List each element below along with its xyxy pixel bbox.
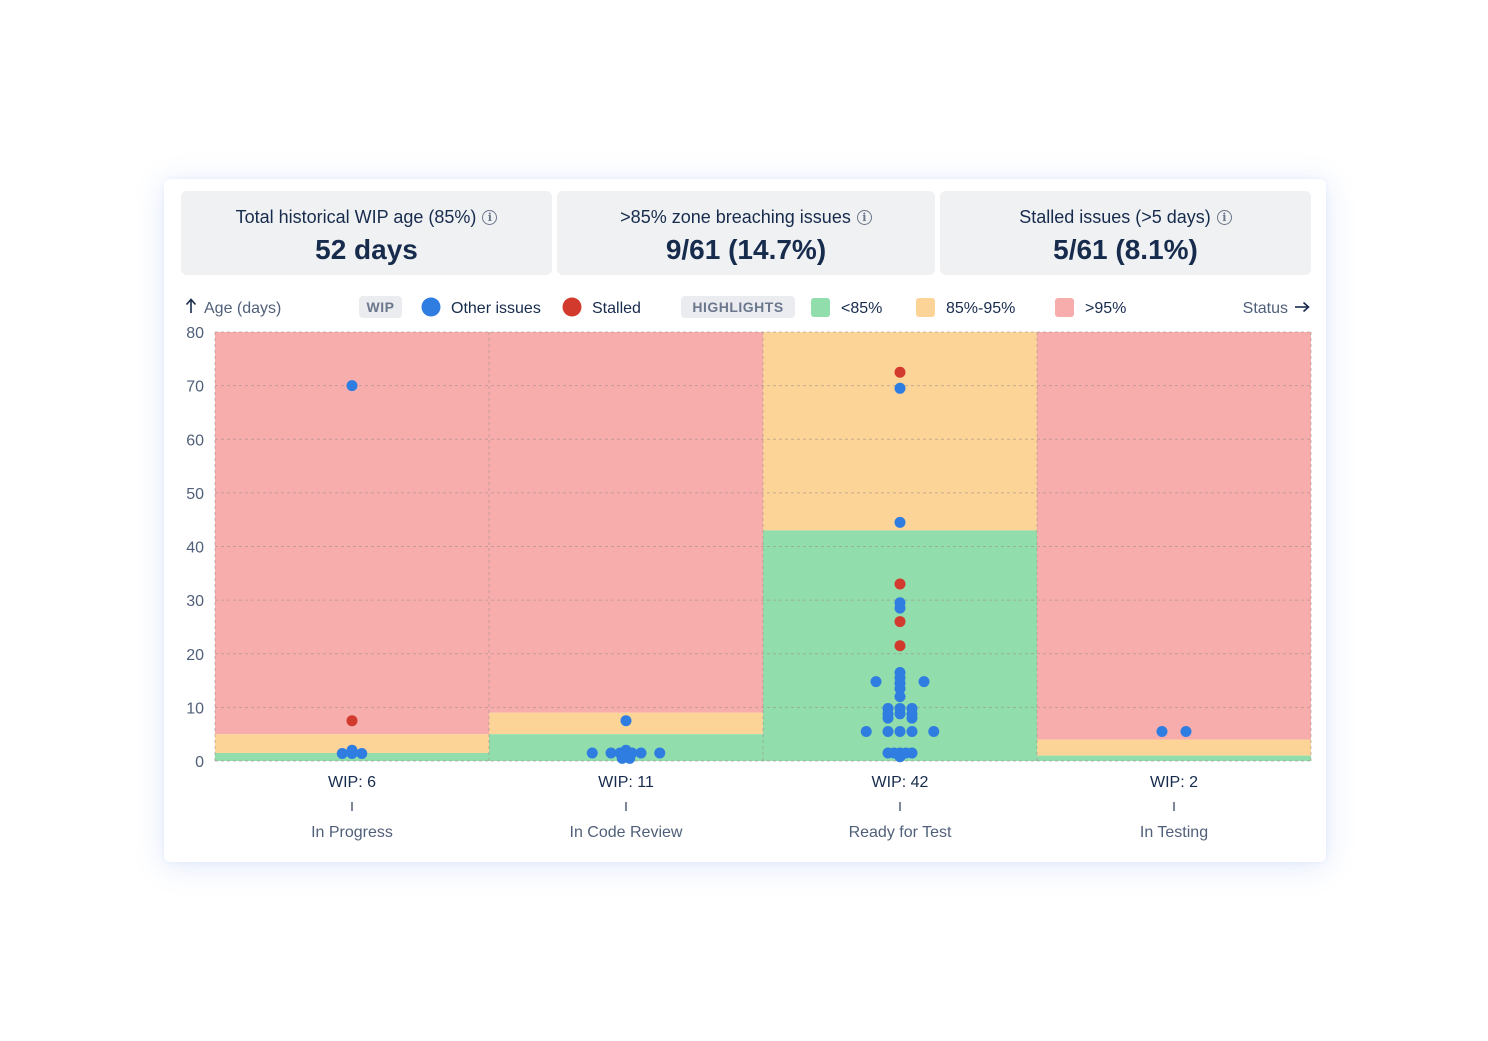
- arrow-right-icon: [1295, 301, 1310, 313]
- metric-zone-breaching: >85% zone breaching issues i 9/61 (14.7%…: [557, 191, 935, 275]
- other-issue-point[interactable]: [894, 726, 906, 738]
- status-tick-label: In Progress: [311, 824, 393, 841]
- zone-mid-band: [215, 734, 489, 753]
- stalled-issue-point[interactable]: [894, 616, 906, 628]
- y-tick-label: 10: [186, 700, 204, 717]
- other-issue-point[interactable]: [605, 747, 617, 759]
- zone-mid-band: [1037, 739, 1311, 756]
- other-issue-point[interactable]: [620, 715, 632, 727]
- other-issue-point[interactable]: [635, 747, 647, 759]
- other-issues-legend-label: Other issues: [451, 300, 541, 317]
- other-issues-legend-marker: [421, 297, 441, 317]
- other-issue-point[interactable]: [894, 691, 906, 703]
- y-tick-label: 40: [186, 540, 204, 557]
- chart-legend: Age (days) WIP Other issues Stalled HIGH…: [185, 296, 1310, 318]
- other-issue-point[interactable]: [894, 602, 906, 614]
- metric-label: Total historical WIP age (85%): [235, 207, 477, 227]
- zone-low-legend-swatch: [811, 298, 830, 317]
- other-issue-point[interactable]: [882, 726, 894, 738]
- other-issue-point[interactable]: [894, 708, 906, 720]
- other-issue-point[interactable]: [586, 747, 598, 759]
- status-tick-label: Ready for Test: [849, 824, 952, 841]
- wip-count-label: WIP: 42: [872, 774, 929, 791]
- metric-value: 5/61 (8.1%): [1053, 234, 1198, 265]
- zone-high-band: [1037, 332, 1311, 740]
- other-issue-point[interactable]: [888, 747, 900, 759]
- info-icon[interactable]: i: [856, 210, 872, 225]
- y-axis-label: Age (days): [204, 300, 281, 317]
- y-tick-label: 50: [186, 486, 204, 503]
- other-issue-point[interactable]: [1180, 726, 1192, 738]
- other-issue-point[interactable]: [346, 380, 358, 392]
- highlights-tag: [681, 296, 795, 318]
- zone-mid-band: [763, 332, 1037, 531]
- stalled-legend-marker: [562, 297, 582, 317]
- stalled-issue-point[interactable]: [894, 366, 906, 378]
- y-tick-label: 70: [186, 379, 204, 396]
- status-tick-label: In Code Review: [570, 824, 683, 841]
- other-issue-point[interactable]: [346, 747, 358, 759]
- other-issue-point[interactable]: [894, 516, 906, 528]
- other-issue-point[interactable]: [860, 726, 872, 738]
- zone-high-legend-label: >95%: [1085, 300, 1126, 317]
- other-issue-point[interactable]: [624, 752, 636, 764]
- arrow-up-icon: [185, 298, 197, 313]
- other-issue-point[interactable]: [928, 726, 940, 738]
- other-issue-point[interactable]: [870, 676, 882, 688]
- wip-count-label: WIP: 11: [598, 774, 654, 791]
- other-issue-point[interactable]: [918, 676, 930, 688]
- other-issue-point[interactable]: [356, 747, 368, 759]
- wip-tag-label: WIP: [367, 299, 395, 315]
- other-issue-point[interactable]: [906, 712, 918, 724]
- zone-high-legend-swatch: [1055, 298, 1074, 317]
- metric-historical-wip-age: Total historical WIP age (85%) i 52 days: [181, 191, 552, 275]
- metric-stalled-issues: Stalled issues (>5 days) i 5/61 (8.1%): [940, 191, 1311, 275]
- zone-high-band: [215, 332, 489, 735]
- info-icon[interactable]: i: [482, 210, 498, 225]
- stalled-issue-point[interactable]: [894, 578, 906, 590]
- metric-value: 9/61 (14.7%): [665, 234, 827, 265]
- other-issue-point[interactable]: [894, 382, 906, 394]
- other-issue-point[interactable]: [900, 747, 912, 759]
- other-issue-point[interactable]: [882, 712, 894, 724]
- other-issue-point[interactable]: [336, 747, 348, 759]
- stalled-legend-label: Stalled: [592, 300, 641, 317]
- stalled-issue-point[interactable]: [894, 640, 906, 652]
- x-axis-label: Status: [1243, 300, 1288, 317]
- zone-mid-legend-swatch: [916, 298, 935, 317]
- other-issue-point[interactable]: [654, 747, 666, 759]
- metric-label: Stalled issues (>5 days): [1019, 207, 1211, 227]
- zone-low-legend-label: <85%: [841, 300, 882, 317]
- other-issue-point[interactable]: [906, 726, 918, 738]
- zone-low-band: [1037, 755, 1311, 761]
- y-tick-label: 30: [186, 593, 204, 610]
- info-icon[interactable]: i: [1216, 210, 1232, 225]
- y-tick-label: 80: [186, 325, 204, 342]
- metric-label: >85% zone breaching issues: [620, 207, 851, 227]
- metric-value: 52 days: [315, 234, 418, 265]
- wip-tag: [359, 296, 402, 318]
- status-tick-label: In Testing: [1140, 824, 1208, 841]
- zone-mid-legend-label: 85%-95%: [946, 300, 1015, 317]
- y-tick-label: 60: [186, 432, 204, 449]
- y-tick-label: 20: [186, 647, 204, 664]
- wip-count-label: WIP: 6: [328, 774, 376, 791]
- stalled-issue-point[interactable]: [346, 715, 358, 727]
- highlights-tag-label: HIGHLIGHTS: [692, 299, 783, 315]
- other-issue-point[interactable]: [894, 683, 906, 695]
- wip-count-label: WIP: 2: [1150, 774, 1198, 791]
- zone-high-band: [489, 332, 763, 713]
- other-issue-point[interactable]: [1156, 726, 1168, 738]
- y-tick-label: 0: [195, 754, 204, 771]
